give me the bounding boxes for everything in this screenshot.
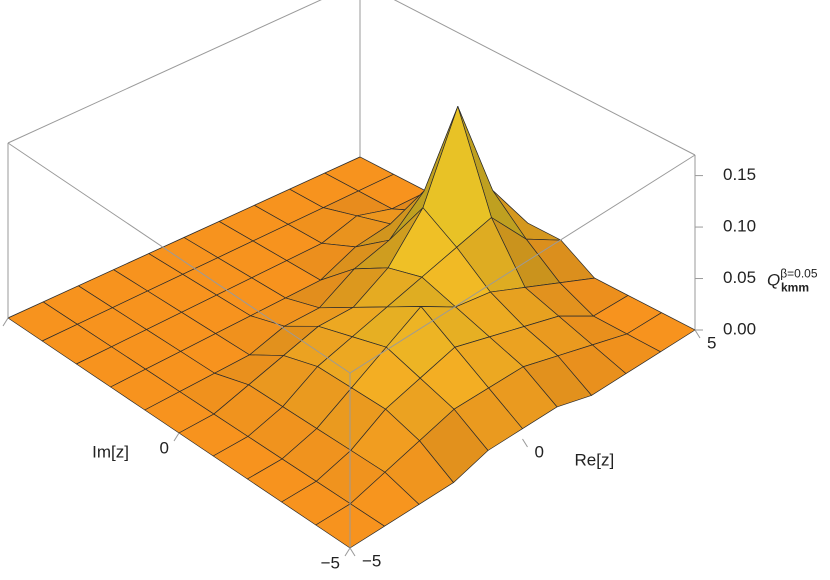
- x-tick: [522, 438, 528, 448]
- x-axis-title: Re[z]: [575, 450, 615, 469]
- x-tick-label: 5: [707, 333, 716, 352]
- y-axis-title: Im[z]: [92, 442, 129, 461]
- y-tick-label: −5: [321, 553, 340, 572]
- z-tick-label: 0.15: [723, 165, 756, 184]
- box-edge: [349, 154, 696, 374]
- x-tick: [694, 329, 701, 339]
- z-axis-title: Qβ=0.05 kmm: [767, 267, 818, 295]
- z-title-base: Q: [767, 271, 780, 290]
- x-tick-label: −5: [362, 551, 381, 570]
- z-title-sup: β=0.05: [780, 267, 818, 281]
- z-tick-label: 0.00: [723, 319, 756, 338]
- box-edge: [7, 142, 351, 374]
- y-tick: [173, 432, 180, 442]
- y-tick-label: 0: [160, 438, 169, 457]
- surface: [7, 106, 696, 549]
- z-tick-label: 0.05: [723, 268, 756, 287]
- z-tick-label: 0.10: [723, 217, 756, 236]
- y-tick: [344, 547, 351, 557]
- box-edge: [393, 0, 696, 156]
- box-edge: [7, 0, 322, 144]
- box-front: −505−5050.000.050.100.15Re[z]Im[z]Qβ=0.0…: [2, 142, 818, 572]
- y-tick: [2, 317, 9, 327]
- z-title-sub: kmm: [781, 281, 809, 295]
- x-tick: [349, 547, 356, 557]
- x-tick-label: 0: [535, 442, 544, 461]
